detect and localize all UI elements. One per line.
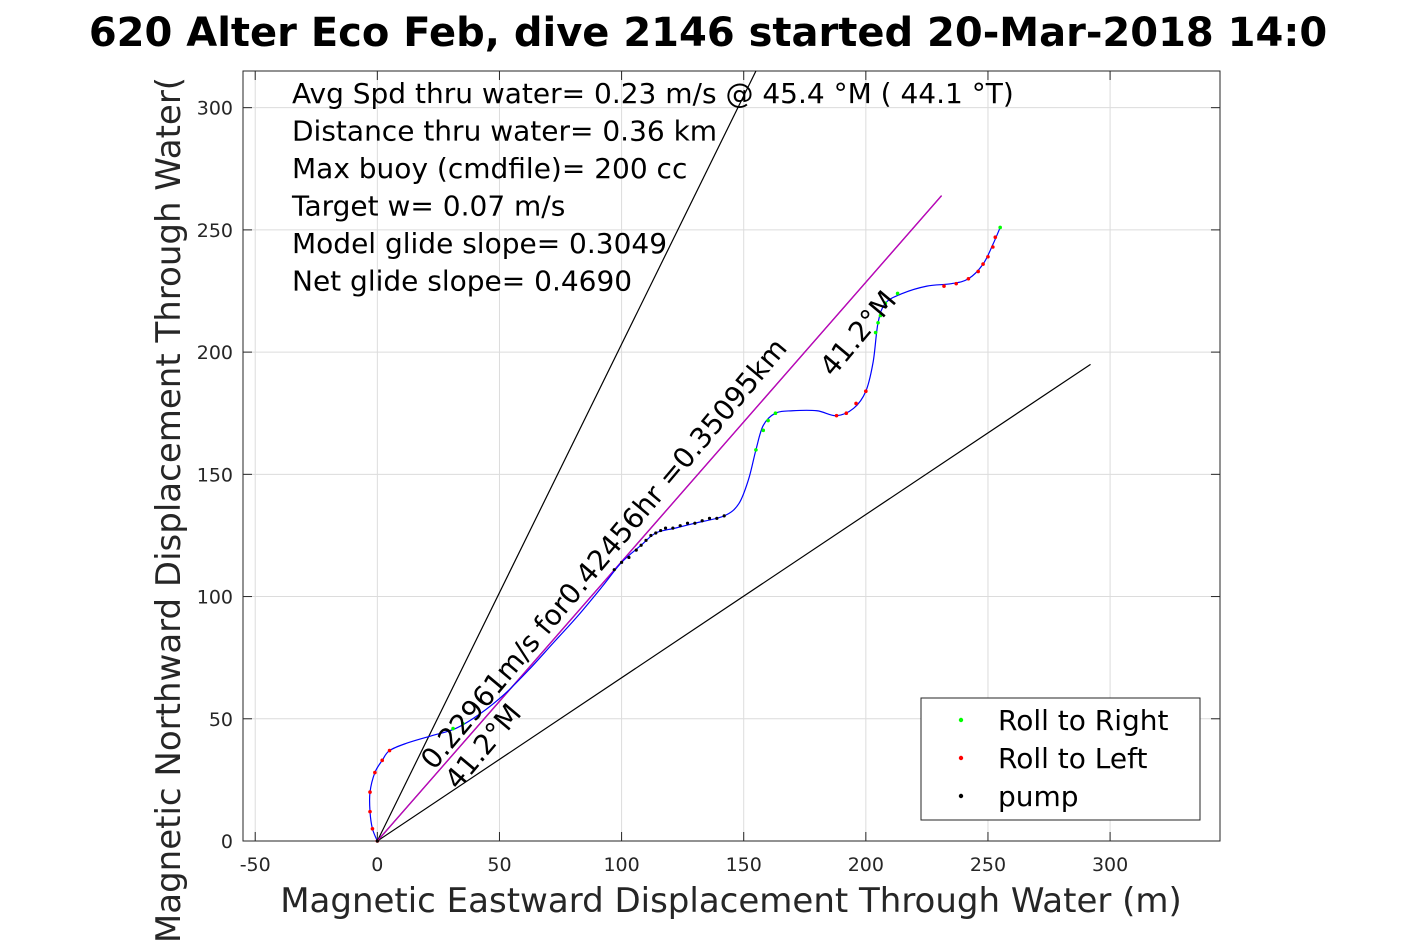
roll-left-point-12 (954, 281, 959, 286)
legend-label-0: Roll to Right (998, 704, 1169, 737)
x-tick-label-2: 50 (487, 854, 511, 876)
y-tick-label-5: 250 (197, 220, 233, 242)
legend-box (920, 697, 1201, 821)
annotation-line-2: Max buoy (cmdfile)= 200 cc (292, 152, 687, 185)
roll-right-point-11 (998, 225, 1002, 230)
pump-point-11 (671, 526, 675, 530)
y-tick-label-4: 200 (197, 342, 233, 364)
reference-line-0 (376, 70, 757, 842)
roll-left-point-10 (864, 389, 868, 394)
y-tick-label-6: 300 (197, 98, 233, 120)
y-tick-label-2: 100 (197, 587, 233, 609)
pump-point-14 (693, 521, 697, 525)
x-tick-label-4: 150 (726, 854, 762, 876)
legend-marker-1 (958, 755, 964, 761)
annotation-line-3: Target w= 0.07 m/s (291, 190, 565, 223)
roll-left-point-16 (986, 254, 990, 259)
x-tick-label-0: -50 (240, 854, 271, 876)
reference-line-1 (377, 363, 1091, 842)
pump-point-18 (722, 514, 726, 518)
pump-point-0 (375, 839, 379, 843)
legend-label-1: Roll to Left (998, 742, 1147, 775)
x-axis-label: Magnetic Eastward Displacement Through W… (280, 881, 1182, 921)
annotation-line-4: Model glide slope= 0.3049 (292, 227, 667, 260)
y-axis-label: Magnetic Northward Displacement Through … (149, 77, 189, 943)
legend: Roll to Right Roll to Left pump (920, 697, 1201, 821)
plot-frame (242, 70, 1221, 842)
roll-left-point-6 (387, 748, 392, 753)
pump-point-9 (659, 528, 663, 533)
y-tick-label-0: 0 (221, 831, 233, 853)
roll-right-point-5 (773, 411, 778, 416)
roll-left-point-5 (380, 758, 385, 763)
x-tick-label-7: 300 (1092, 854, 1128, 876)
roll-right-point-4 (766, 418, 770, 423)
x-tick-label-3: 100 (603, 854, 639, 876)
pump-point-8 (654, 531, 658, 535)
annotation-line-0: Avg Spd thru water= 0.23 m/s @ 45.4 °M (… (292, 77, 1014, 110)
roll-left-point-7 (834, 413, 839, 418)
pump-point-16 (707, 516, 712, 520)
pump-point-17 (715, 516, 719, 520)
legend-marker-0 (958, 717, 964, 723)
roll-left-point-15 (981, 262, 985, 266)
roll-right-point-2 (754, 448, 758, 452)
roll-right-point-7 (876, 320, 880, 325)
x-tick-label-6: 250 (970, 854, 1006, 876)
roll-left-point-4 (373, 770, 377, 775)
roll-left-point-8 (844, 411, 849, 416)
roll-right-point-8 (878, 313, 883, 318)
annotation-line-1: Distance thru water= 0.36 km (292, 115, 717, 148)
pump-point-7 (649, 533, 653, 538)
roll-right-point-0 (451, 726, 455, 731)
roll-right-point-6 (873, 330, 878, 335)
roll-left-point-18 (993, 235, 998, 240)
roll-left-point-17 (991, 245, 995, 249)
roll-left-point-13 (966, 276, 971, 281)
pump-point-10 (663, 526, 668, 530)
legend-label-2: pump (998, 780, 1079, 813)
x-tick-label-5: 200 (848, 854, 884, 876)
y-tick-label-3: 150 (197, 464, 233, 486)
roll-right-point-9 (883, 301, 888, 306)
chart-title: 620 Alter Eco Feb, dive 2146 started 20-… (89, 10, 1327, 56)
roll-left-point-9 (854, 401, 858, 406)
markers (368, 225, 1002, 843)
roll-right-point-3 (761, 428, 766, 433)
x-tick-label-1: 0 (371, 854, 383, 876)
roll-left-point-11 (942, 284, 946, 288)
annotation-line-5: Net glide slope= 0.4690 (292, 265, 632, 298)
pump-point-4 (634, 548, 638, 552)
pump-point-6 (644, 538, 648, 542)
y-tick-label-1: 50 (209, 709, 233, 731)
axis-ticks: -50 0 50 100 150 200 250 300 0 50 100 150 200 250 300 (197, 71, 1220, 876)
pump-point-2 (619, 560, 624, 564)
legend-marker-2 (958, 793, 964, 799)
pump-point-3 (627, 555, 631, 560)
roll-right-point-10 (895, 291, 900, 296)
roll-left-point-2 (368, 809, 372, 814)
roll-right-point-1 (461, 721, 465, 726)
pump-point-5 (639, 543, 643, 547)
reference-line-3 (376, 195, 943, 842)
pump-point-12 (678, 524, 682, 528)
roll-left-point-3 (368, 790, 372, 794)
roll-left-point-1 (370, 826, 375, 831)
reference-lines (376, 70, 1091, 842)
annotation-block: Avg Spd thru water= 0.23 m/s @ 45.4 °M (… (291, 77, 1014, 298)
roll-left-point-14 (976, 269, 980, 274)
pump-point-15 (700, 519, 704, 523)
pump-point-13 (685, 521, 690, 525)
pump-point-1 (612, 568, 616, 572)
